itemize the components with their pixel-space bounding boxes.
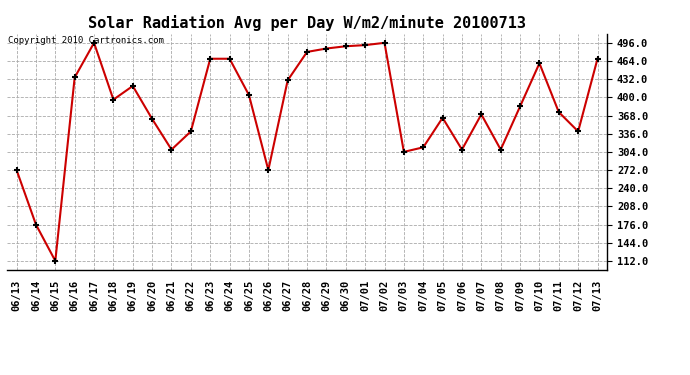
Text: Copyright 2010 Cartronics.com: Copyright 2010 Cartronics.com (8, 36, 164, 45)
Title: Solar Radiation Avg per Day W/m2/minute 20100713: Solar Radiation Avg per Day W/m2/minute … (88, 15, 526, 31)
